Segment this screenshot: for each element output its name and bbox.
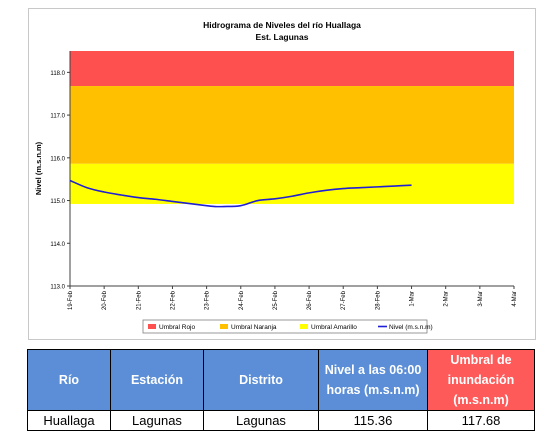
level-info-table: Río Estación Distrito Nivel a las 06:00 …	[27, 349, 535, 431]
x-tick-label-7: 26-Feb	[307, 290, 313, 310]
cell-umbral: 117.68	[427, 410, 535, 431]
x-tick-label-8: 27-Feb	[341, 290, 347, 310]
threshold-band-2	[70, 163, 514, 204]
chart-frame: Hidrograma de Niveles del río Huallaga E…	[28, 8, 536, 340]
legend-box	[142, 319, 428, 334]
header-umbral: Umbral de inundación (m.s.n.m)	[427, 349, 535, 411]
series-line-0	[69, 179, 412, 208]
x-tick-label-9: 28-Feb	[375, 290, 381, 310]
x-tick-label-0: 19-Feb	[68, 290, 74, 310]
y-tick-label-0: 113.0	[50, 285, 65, 291]
y-tick-label-3: 116.0	[50, 156, 65, 162]
cell-distrito: Lagunas	[203, 410, 319, 431]
x-tick-label-4: 23-Feb	[205, 290, 211, 310]
x-tick-label-12: 3-Mar	[478, 291, 484, 307]
legend-swatch-0	[148, 324, 156, 329]
hydrograph-chart: 113.0 114.0 115.0 116.0 117.0 118.0 19-Feb 20-F…	[34, 51, 518, 334]
chart-title: Hidrograma de Niveles del río Huallaga	[203, 20, 361, 30]
x-tick-label-13: 4-Mar	[512, 291, 518, 307]
x-tick-label-10: 1-Mar	[410, 291, 416, 307]
x-tick-label-5: 24-Feb	[239, 290, 245, 310]
legend-swatch-2	[300, 324, 308, 329]
table-header-row: Río Estación Distrito Nivel a las 06:00 …	[27, 349, 535, 411]
x-tick-label-2: 21-Feb	[136, 290, 142, 310]
header-rio: Río	[27, 349, 111, 411]
x-tick-label-3: 22-Feb	[170, 290, 176, 310]
legend-label-1: Umbral Naranja	[231, 324, 277, 331]
header-nivel: Nivel a las 06:00 horas (m.s.n.m)	[318, 349, 428, 411]
chart-subtitle: Est. Lagunas	[255, 32, 309, 42]
legend-swatch-1	[220, 324, 228, 329]
legend-label-0: Umbral Rojo	[159, 324, 196, 331]
cell-rio: Huallaga	[27, 410, 111, 431]
y-tick-label-4: 117.0	[50, 114, 65, 120]
chart-title-block: Hidrograma de Niveles del río Huallaga E…	[29, 19, 535, 43]
y-tick-label-5: 118.0	[50, 71, 65, 77]
table-row: Huallaga Lagunas Lagunas 115.36 117.68	[27, 410, 535, 431]
y-tick-label-1: 114.0	[50, 242, 65, 248]
threshold-band-1	[70, 86, 514, 164]
x-tick-label-6: 25-Feb	[273, 290, 279, 310]
header-estacion: Estación	[110, 349, 204, 411]
x-tick-label-1: 20-Feb	[102, 290, 108, 310]
x-tick-label-11: 2-Mar	[444, 291, 450, 307]
threshold-band-0	[70, 51, 514, 87]
y-tick-label-2: 115.0	[50, 199, 65, 205]
y-axis-title: Nivel (m.s.n.m)	[34, 141, 43, 195]
legend-label-3: Nivel (m.s.n.m)	[389, 324, 433, 331]
cell-estacion: Lagunas	[110, 410, 204, 431]
legend-label-2: Umbral Amarillo	[311, 324, 357, 331]
header-distrito: Distrito	[203, 349, 319, 411]
cell-nivel: 115.36	[318, 410, 428, 431]
